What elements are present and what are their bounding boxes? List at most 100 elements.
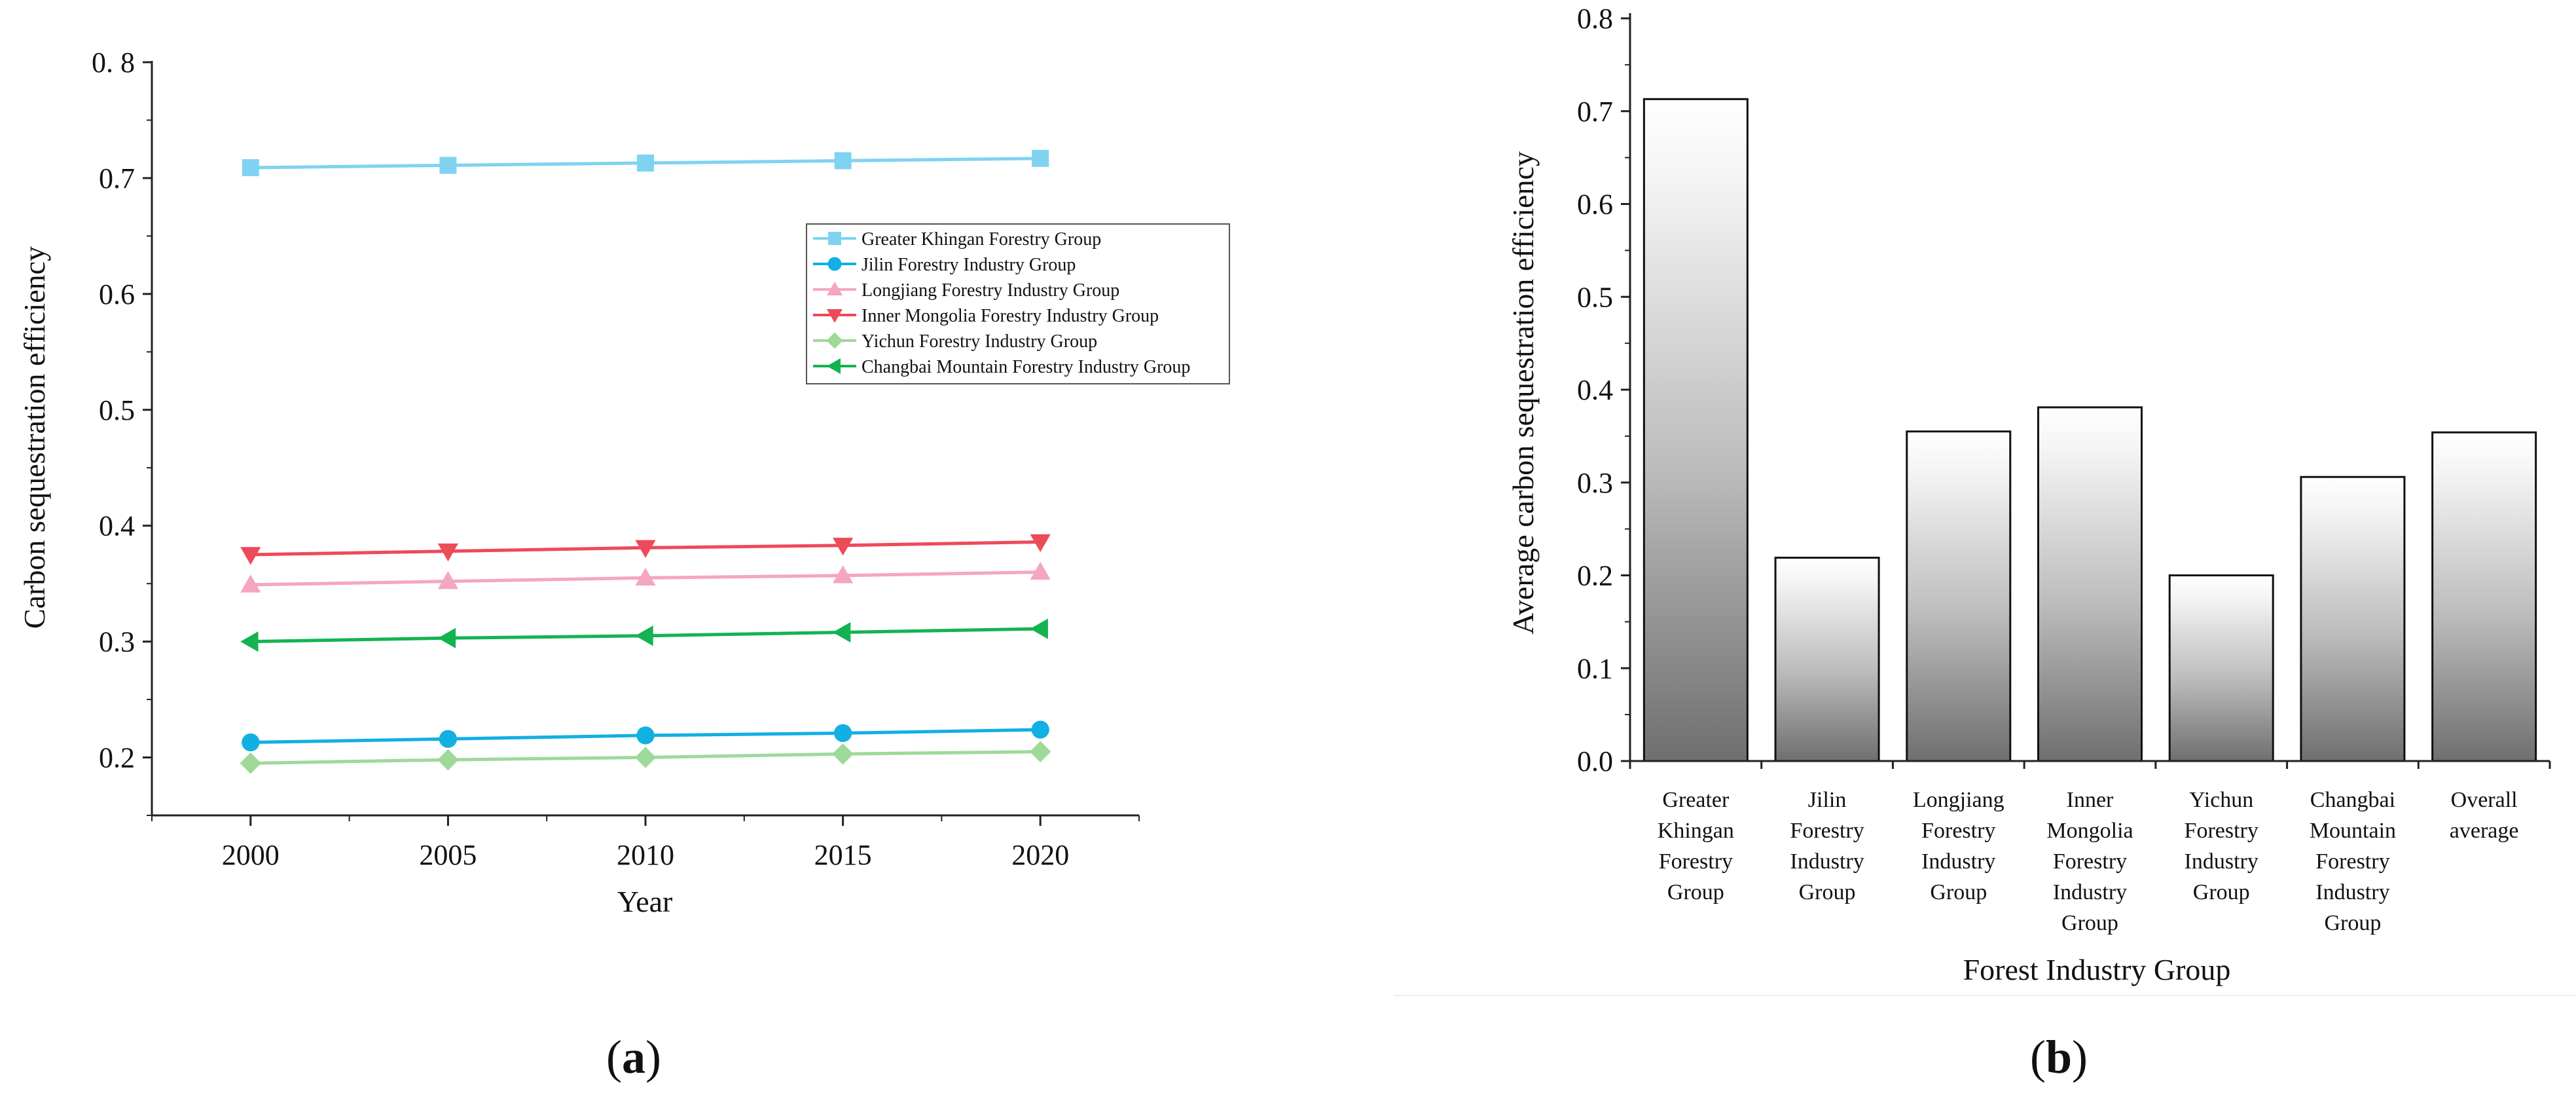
bar xyxy=(2037,406,2143,762)
data-point xyxy=(1031,720,1049,739)
data-point xyxy=(635,540,656,558)
y-tick-label: 0.7 xyxy=(99,162,135,195)
category-label: Industry xyxy=(1921,849,1995,874)
data-point xyxy=(833,565,854,584)
legend-marker xyxy=(826,332,843,349)
y-axis: 0.0 0.1 0.2 0.3 0.4 0.5 0.6 0.7 0.8 xyxy=(1577,3,1631,777)
x-axis: 2000 2005 2010 2015 2020 xyxy=(151,814,1140,871)
y-tick-label: 0.3 xyxy=(99,626,135,658)
y-tick-label: 0.0 xyxy=(1577,745,1613,777)
category-label: Changbai xyxy=(2310,788,2395,812)
data-point xyxy=(1030,618,1048,639)
legend-marker xyxy=(827,358,841,374)
y-axis-label: Carbon sequestration efficiency xyxy=(18,246,51,629)
panel-label-a: (a) xyxy=(606,1031,661,1083)
data-point xyxy=(242,733,260,752)
data-point xyxy=(834,152,852,170)
line-chart-panel: 0.20.30.40.50.60.70. 8 2000 2005 2010 2015 2… xyxy=(18,46,1230,1083)
category-label: Forestry xyxy=(2185,819,2259,843)
legend-label: Jilin Forestry Industry Group xyxy=(862,255,1076,275)
data-point xyxy=(242,159,259,176)
x-tick-label: 2015 xyxy=(814,839,872,871)
data-point xyxy=(437,543,458,562)
category-label: Forestry xyxy=(1659,849,1733,874)
series xyxy=(240,534,1051,565)
y-tick-label: 0.2 xyxy=(99,742,135,774)
legend-marker xyxy=(828,232,841,245)
y-tick-label: 0.4 xyxy=(1577,374,1613,406)
bar xyxy=(2300,475,2406,762)
y-tick-label: 0.5 xyxy=(1577,281,1613,313)
bar xyxy=(1642,98,1749,762)
bars-group xyxy=(1642,98,2537,762)
y-axis-label: Average carbon sequestration efficiency xyxy=(1506,151,1540,635)
y-tick-label: 0.5 xyxy=(99,394,135,426)
series xyxy=(242,149,1049,176)
series xyxy=(240,618,1048,652)
category-label: Industry xyxy=(2053,880,2127,904)
x-axis-label: Year xyxy=(617,885,673,918)
category-label: Forestry xyxy=(2315,849,2389,874)
category-label: average xyxy=(2450,819,2519,843)
data-point xyxy=(635,567,656,586)
y-axis: 0.2 0.3 0.4 0.5 0.6 0.7 0. 8 xyxy=(92,46,153,816)
category-label: Jilin xyxy=(1808,788,1847,812)
y-tick-label: 0. 8 xyxy=(92,46,135,79)
y-tick-label: 0.6 xyxy=(1577,189,1613,221)
legend-marker xyxy=(827,282,843,295)
data-point xyxy=(1030,561,1051,580)
data-point xyxy=(1030,534,1051,553)
y-tick-label: 0.3 xyxy=(1577,467,1613,499)
data-point xyxy=(437,749,459,771)
data-point xyxy=(437,571,458,589)
category-label: Overall xyxy=(2451,788,2518,812)
bar xyxy=(1906,430,2012,762)
y-tick-label: 0.6 xyxy=(99,278,135,310)
y-tick-label: 0.7 xyxy=(1577,96,1613,128)
legend: Greater Khingan Forestry Group Jilin Fore… xyxy=(806,223,1230,384)
series xyxy=(242,720,1049,752)
category-label: Industry xyxy=(2185,849,2259,874)
legend-marker xyxy=(827,309,843,323)
data-point xyxy=(437,627,456,648)
series-group xyxy=(240,149,1051,774)
category-label: Yichun xyxy=(2189,788,2253,812)
data-point xyxy=(1032,149,1049,167)
legend-box xyxy=(806,223,1230,384)
data-point xyxy=(833,622,851,643)
x-tick-label: 2000 xyxy=(222,839,280,871)
legend-label: Yichun Forestry Industry Group xyxy=(862,331,1097,352)
category-label: Forestry xyxy=(1790,819,1864,843)
category-label: Group xyxy=(1667,880,1724,904)
panel-label-b: (b) xyxy=(2030,1031,2088,1083)
x-axis: Greater Khingan Forestry Group Jilin Forestry… xyxy=(1629,760,2551,935)
category-label: Group xyxy=(2193,880,2250,904)
category-label: Longjiang xyxy=(1913,788,2005,812)
category-label: Inner xyxy=(2067,788,2114,812)
category-label: Mountain xyxy=(2310,819,2396,843)
series xyxy=(240,561,1051,593)
data-point xyxy=(636,726,655,745)
bar-chart-panel: 0.0 0.1 0.2 0.3 0.4 0.5 0.6 0.7 0.8 Greater Khing… xyxy=(1394,3,2576,1083)
x-tick-label: 2005 xyxy=(419,839,477,871)
data-point xyxy=(240,574,261,593)
data-point xyxy=(832,743,854,765)
legend-label: Longjiang Forestry Industry Group xyxy=(862,280,1119,301)
legend-label: Inner Mongolia Forestry Industry Group xyxy=(862,306,1159,326)
series xyxy=(240,741,1051,774)
category-label: Mongolia xyxy=(2046,819,2133,843)
y-tick-label: 0.4 xyxy=(99,510,135,542)
data-point xyxy=(635,625,653,646)
bar xyxy=(1774,557,1880,762)
category-label: Group xyxy=(2324,911,2381,935)
bar xyxy=(2168,574,2274,762)
category-label: Group xyxy=(1799,880,1856,904)
category-label: Group xyxy=(2061,911,2118,935)
legend-label: Greater Khingan Forestry Group xyxy=(862,229,1101,250)
data-point xyxy=(439,730,458,748)
data-point xyxy=(637,154,654,172)
bar xyxy=(2431,431,2537,762)
legend-marker xyxy=(827,257,842,271)
category-label: Forestry xyxy=(2053,849,2127,874)
